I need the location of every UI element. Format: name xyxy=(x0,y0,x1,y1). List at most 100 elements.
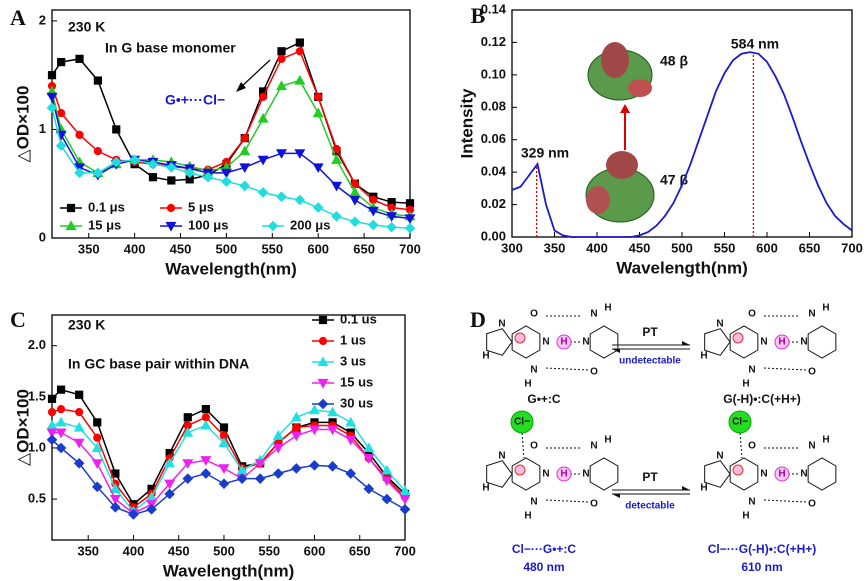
marker xyxy=(201,404,210,414)
marker xyxy=(182,473,194,484)
legend-label: 0.1 us xyxy=(340,311,377,326)
y-tick-label: 0.12 xyxy=(481,34,506,49)
atom-label: N xyxy=(590,441,597,452)
marker xyxy=(272,430,284,440)
legend-label: 1 us xyxy=(340,332,366,347)
annotation: In GC base pair within DNA xyxy=(68,356,249,372)
marker xyxy=(367,206,379,217)
y-tick-label: 1 xyxy=(39,121,46,136)
atom-label: H xyxy=(604,303,611,314)
chloride-label: Cl− xyxy=(514,417,530,428)
marker xyxy=(56,385,66,394)
x-tick-label: 350 xyxy=(78,241,100,256)
marker xyxy=(314,92,323,101)
x-tick-label: 500 xyxy=(671,240,693,255)
marker xyxy=(201,413,210,422)
x-tick-label: 650 xyxy=(349,543,371,558)
annotation: In G base monomer xyxy=(105,40,236,56)
legend-marker xyxy=(317,378,329,389)
y-tick-label: 0.02 xyxy=(481,196,506,211)
marker xyxy=(46,92,58,103)
atom-label: N xyxy=(808,441,815,452)
marker xyxy=(93,76,102,85)
marker xyxy=(309,404,320,415)
x-axis-label: Wavelength(nm) xyxy=(616,258,748,277)
ring xyxy=(589,325,619,359)
annotation: 230 K xyxy=(68,19,105,35)
marker xyxy=(345,416,357,427)
marker xyxy=(239,145,251,156)
ring xyxy=(807,457,837,491)
y-tick-label: 2.0 xyxy=(28,337,46,352)
arrow xyxy=(239,59,271,89)
legend-label: 15 μs xyxy=(88,217,121,232)
marker xyxy=(240,134,249,143)
annotation: 48 β xyxy=(660,53,688,69)
legend-marker xyxy=(318,336,328,346)
x-tick-label: 500 xyxy=(216,241,238,256)
atom-label: O xyxy=(530,441,538,452)
marker xyxy=(167,176,176,185)
atom-label: N xyxy=(748,365,755,376)
marker xyxy=(386,221,397,233)
marker xyxy=(290,431,302,442)
marker xyxy=(349,186,361,197)
x-tick-label: 400 xyxy=(123,543,145,558)
ring xyxy=(729,325,759,359)
y-tick-label: 0.04 xyxy=(481,164,507,179)
ring xyxy=(511,325,541,359)
marker xyxy=(399,485,411,496)
marker xyxy=(276,191,287,203)
marker xyxy=(218,478,230,490)
y-tick-label: 0.10 xyxy=(481,66,506,81)
marker xyxy=(200,468,212,479)
y-tick-label: 1.0 xyxy=(28,439,46,454)
arrowhead xyxy=(682,486,690,490)
marker xyxy=(295,47,304,56)
atom-label: N xyxy=(498,319,505,330)
marker xyxy=(128,509,139,520)
legend-marker xyxy=(317,356,329,367)
hydrogen-bond xyxy=(545,367,589,371)
atom-label: O xyxy=(590,367,598,378)
ring xyxy=(704,460,731,488)
marker xyxy=(239,180,251,192)
atom-label: O xyxy=(808,367,816,378)
marker xyxy=(75,390,84,399)
marker xyxy=(277,54,286,63)
marker xyxy=(291,463,302,474)
y-tick-label: 2 xyxy=(39,12,46,27)
marker xyxy=(350,179,360,188)
marker xyxy=(381,464,393,475)
x-tick-label: 300 xyxy=(501,240,523,255)
marker xyxy=(363,483,375,495)
atom-label: H xyxy=(604,435,611,446)
arrowhead xyxy=(612,494,620,498)
marker xyxy=(386,212,398,222)
marker xyxy=(164,479,176,490)
legend-label: 15 us xyxy=(340,374,373,389)
x-tick-label: 600 xyxy=(304,543,326,558)
marker xyxy=(292,423,301,432)
atom-label: N xyxy=(808,309,815,320)
x-tick-label: 600 xyxy=(756,240,778,255)
atom-label: H xyxy=(742,379,749,390)
x-tick-label: 400 xyxy=(586,240,608,255)
marker xyxy=(331,210,342,222)
marker xyxy=(349,195,361,206)
y-axis-label: △OD×100 xyxy=(13,389,32,466)
atom-label: H xyxy=(560,469,567,480)
legend-label: 3 us xyxy=(340,353,366,368)
orbital xyxy=(601,42,629,78)
marker xyxy=(91,481,103,493)
marker xyxy=(327,406,339,417)
marker xyxy=(312,202,324,213)
annotation: 230 K xyxy=(68,317,105,333)
x-tick-label: 700 xyxy=(394,543,416,558)
marker xyxy=(272,443,284,454)
marker xyxy=(46,428,58,439)
atom-label: H xyxy=(778,337,785,348)
x-tick-label: 450 xyxy=(168,543,190,558)
ring xyxy=(729,457,759,491)
